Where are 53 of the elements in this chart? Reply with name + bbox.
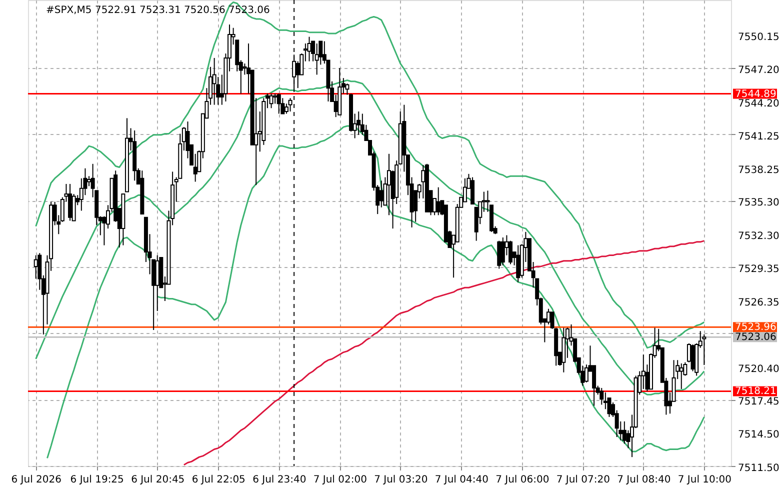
candlestick (269, 93, 274, 109)
x-tick-label: 7 Jul 10:00 (678, 474, 732, 486)
candlestick (307, 36, 312, 62)
y-tick-label: 7511.50 (738, 463, 780, 474)
y-tick-label: 7532.30 (738, 231, 780, 242)
y-tick-label: 7535.30 (738, 198, 780, 209)
candlestick (500, 236, 505, 266)
y-tick-label: 7538.25 (738, 164, 780, 176)
x-tick-label: 6 Jul 19:25 (70, 474, 124, 486)
candlestick (273, 93, 278, 104)
y-tick-label: 7529.35 (738, 264, 780, 275)
y-tick-label: 7547.20 (738, 65, 780, 76)
candlestick (87, 176, 92, 187)
x-tick-label: 7 Jul 03:20 (374, 474, 428, 486)
candlestick (622, 420, 626, 444)
candlestick (497, 240, 502, 270)
candlestick (584, 364, 588, 383)
x-tick-label: 6 Jul 22:05 (192, 474, 246, 486)
candlestick (314, 42, 319, 76)
ref-line-label: 7523.06 (735, 332, 776, 344)
y-tick-label: 7526.35 (738, 297, 780, 308)
x-tick-label: 7 Jul 06:00 (496, 474, 550, 486)
x-tick-label: 7 Jul 07:20 (556, 474, 610, 486)
x-tick-label: 6 Jul 20:45 (131, 474, 185, 486)
y-tick-label: 7520.40 (738, 364, 780, 375)
x-tick-label: 6 Jul 2026 (11, 474, 62, 486)
y-tick-label: 7517.45 (738, 396, 780, 408)
candlestick (212, 57, 216, 106)
ref-line-label: 7544.89 (735, 88, 776, 100)
candlestick (546, 308, 550, 325)
x-tick-label: 7 Jul 08:40 (617, 474, 671, 486)
candlestick (68, 183, 72, 222)
x-tick-label: 7 Jul 04:40 (434, 474, 488, 486)
candlestick (702, 334, 706, 366)
candlestick (280, 98, 285, 114)
y-tick-label: 7550.15 (738, 32, 780, 44)
line-series (35, 1, 705, 349)
candlestick (600, 387, 604, 406)
x-tick-label: 6 Jul 23:40 (252, 474, 306, 486)
candlestick (592, 365, 596, 406)
candlestick (470, 176, 475, 205)
y-tick-label: 7514.50 (738, 430, 780, 441)
candlestick (603, 392, 608, 410)
x-tick-label: 7 Jul 02:00 (313, 474, 367, 486)
line-series (183, 240, 705, 466)
y-tick-label: 7541.25 (738, 131, 780, 142)
ref-line-label: 7518.21 (735, 386, 776, 398)
candlestick (276, 93, 281, 114)
y-tick-label: 7544.20 (738, 98, 780, 110)
candlestick (516, 244, 520, 283)
line-series (35, 80, 705, 396)
ref-line-label: 7523.96 (735, 322, 776, 334)
candlestick (356, 110, 361, 136)
